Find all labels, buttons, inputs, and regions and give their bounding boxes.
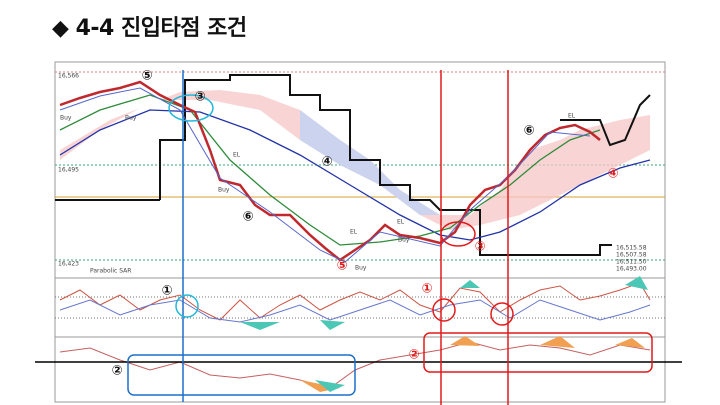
price-line — [59, 80, 601, 262]
ichimoku-cloud — [300, 110, 440, 215]
highlight-box — [127, 354, 356, 396]
oscillator — [59, 282, 651, 321]
annotation-number: ② — [408, 348, 419, 363]
annotations: ⑤ ③ ④ ⑥ ⑥ ⑤ ③ ④ ① ① ② ② — [111, 69, 618, 379]
annotation-number: ① — [161, 284, 172, 299]
title-text: ◆ 4-4 진입타점 조건 — [52, 16, 247, 41]
signal-label: EL — [350, 229, 358, 236]
price-wick — [59, 87, 591, 263]
readout-value: 16,493.00 — [616, 266, 647, 273]
annotation-number: ① — [421, 282, 432, 297]
highlight-circle — [490, 302, 514, 326]
highlight-circle — [440, 221, 476, 247]
annotation-number: ② — [111, 364, 122, 379]
price-label: 16,566 — [58, 73, 79, 80]
highlight-circle — [168, 94, 214, 122]
annotation-number: ③ — [474, 240, 485, 255]
channel-line — [159, 74, 651, 256]
highlight-circle — [175, 294, 199, 318]
annotation-number: ④ — [607, 167, 618, 182]
signal-label: Buy — [398, 237, 410, 244]
readout-value: 16,507.58 — [616, 252, 647, 259]
signal-label: Buy — [125, 115, 137, 122]
ma-line — [59, 94, 601, 246]
signal-label: EL — [397, 219, 405, 226]
signal-label: Buy — [355, 265, 367, 272]
signal-label: Buy — [218, 187, 230, 194]
highlight-box — [423, 332, 653, 373]
signal-label: EL — [568, 113, 576, 120]
annotation-number: ⑤ — [141, 69, 152, 84]
slide-title: ◆ 4-4 진입타점 조건 — [52, 10, 247, 42]
signal-label: EL — [233, 152, 241, 159]
readout-value: 16,511.50 — [616, 259, 647, 266]
price-label: 16,423 — [58, 261, 79, 268]
histogram-fill — [315, 380, 345, 392]
annotation-number: ④ — [321, 155, 332, 170]
annotation-number: ⑥ — [523, 124, 534, 139]
price-label: 16,495 — [58, 167, 79, 174]
annotation-number: ⑥ — [242, 210, 253, 225]
annotation-number: ③ — [194, 90, 205, 105]
oscillator — [59, 299, 651, 323]
annotation-number: ⑤ — [336, 259, 347, 274]
signals: Buy Buy Buy Buy Buy EL EL EL EL — [60, 113, 576, 272]
readout-value: 16,515.58 — [616, 245, 647, 252]
indicator-label: Parabolic SAR — [90, 268, 131, 275]
signal-label: Buy — [60, 115, 72, 122]
ma-line — [59, 109, 651, 241]
highlight-circle — [432, 298, 456, 322]
